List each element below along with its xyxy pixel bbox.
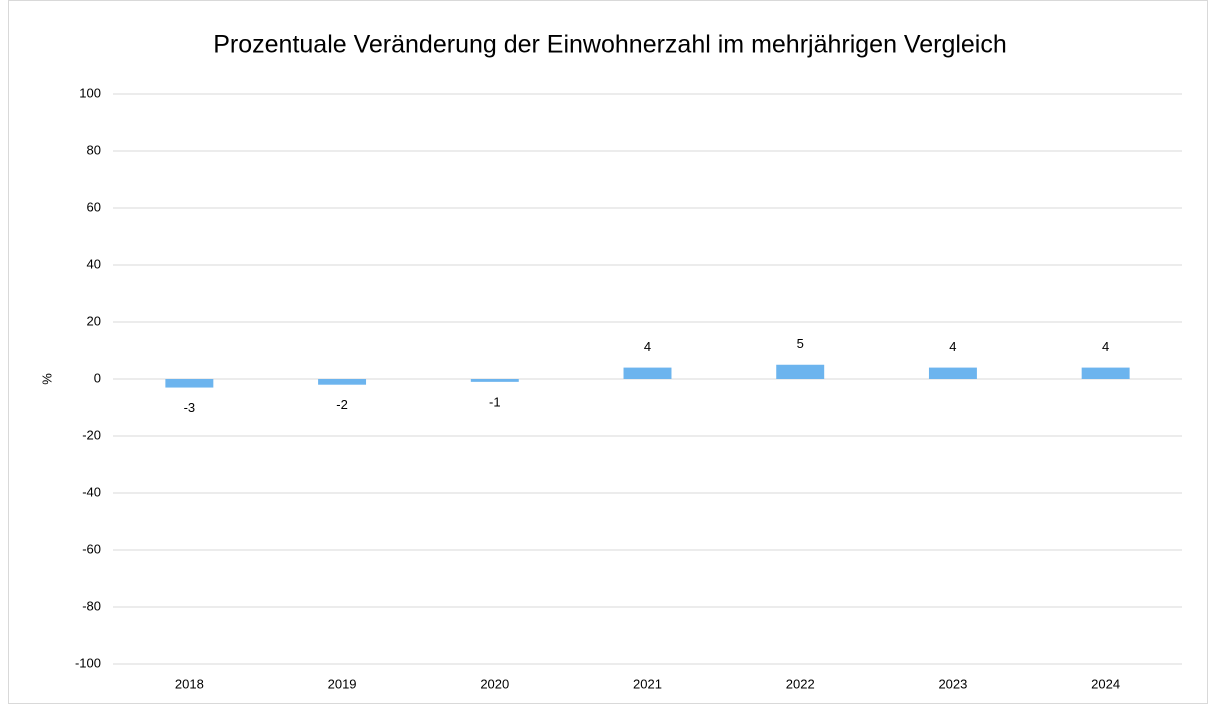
chart-border [8, 0, 1208, 704]
data-label: 4 [949, 339, 956, 354]
x-tick-label: 2019 [328, 676, 357, 691]
y-tick-label: 0 [94, 370, 101, 385]
bar [623, 367, 672, 379]
x-tick-label: 2022 [786, 676, 815, 691]
y-tick-label: 40 [87, 256, 101, 271]
x-tick-label: 2021 [633, 676, 662, 691]
bar [928, 367, 977, 379]
data-label: -3 [184, 400, 196, 415]
data-label: -1 [489, 394, 501, 409]
y-axis-label: % [39, 373, 54, 385]
y-tick-label: 100 [79, 85, 101, 100]
y-tick-label: 60 [87, 199, 101, 214]
chart-title: Prozentuale Veränderung der Einwohnerzah… [213, 31, 1007, 59]
bar [776, 364, 825, 379]
x-tick-label: 2018 [175, 676, 204, 691]
x-tick-label: 2023 [938, 676, 967, 691]
y-tick-label: 20 [87, 313, 101, 328]
y-tick-label: -20 [82, 427, 101, 442]
data-label: 4 [1102, 339, 1109, 354]
x-tick-label: 2020 [480, 676, 509, 691]
bar [470, 379, 519, 382]
y-tick-label: -100 [75, 655, 101, 670]
y-tick-label: -40 [82, 484, 101, 499]
y-tick-label: -80 [82, 598, 101, 613]
bar [165, 379, 214, 388]
data-label: -2 [336, 397, 348, 412]
bar [318, 379, 367, 385]
x-tick-label: 2024 [1091, 676, 1120, 691]
y-tick-label: -60 [82, 541, 101, 556]
bar [1081, 367, 1130, 379]
data-label: 5 [797, 336, 804, 351]
y-tick-label: 80 [87, 142, 101, 157]
data-label: 4 [644, 339, 651, 354]
